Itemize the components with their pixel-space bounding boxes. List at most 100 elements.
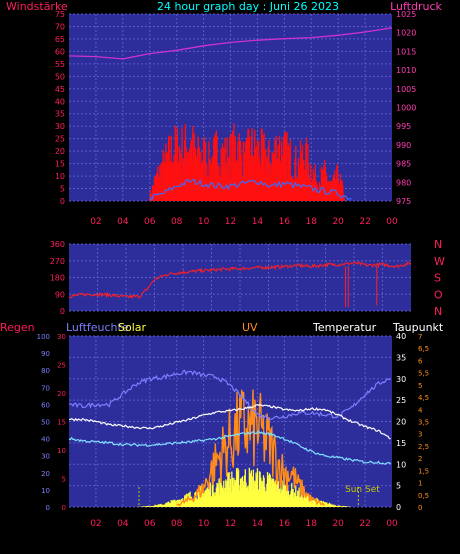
pressure-tick-label: 1010 xyxy=(396,66,416,75)
wind-tick-label: 40 xyxy=(55,97,65,106)
x-tick-label: 22 xyxy=(359,519,370,529)
humidity-tick-label: 10 xyxy=(57,447,66,455)
direction-tick-label: 270 xyxy=(50,257,65,266)
wind-axis-title: Windstärke xyxy=(6,0,68,13)
wind-tick-label: 45 xyxy=(55,85,65,94)
pressure-tick-label: 990 xyxy=(396,141,411,150)
uv-tick-label: 5 xyxy=(418,382,422,390)
uv-label: UV xyxy=(242,321,258,334)
compass-label: N xyxy=(434,305,442,318)
x-tick-label: 12 xyxy=(225,519,236,529)
humidity-tick-label: 5 xyxy=(62,476,66,484)
wind-tick-label: 55 xyxy=(55,60,65,69)
uv-tick-label: 5,5 xyxy=(418,370,429,378)
x-tick-label: 08 xyxy=(171,519,183,529)
uv-tick-label: 7 xyxy=(418,333,422,341)
rain-tick-label: 70 xyxy=(41,384,50,392)
temperature-tick-label: 0 xyxy=(396,503,401,512)
x-tick-label: 20 xyxy=(332,519,344,529)
compass-label: S xyxy=(434,272,441,285)
uv-tick-label: 2 xyxy=(418,455,422,463)
pressure-tick-label: 985 xyxy=(396,160,411,169)
sunset-label: Sun Set xyxy=(345,485,380,495)
pressure-tick-label: 975 xyxy=(396,197,411,206)
temperature-tick-label: 15 xyxy=(396,439,406,448)
uv-tick-label: 3,5 xyxy=(418,419,429,427)
humidity-axis-title: Luftfeuchte xyxy=(66,321,129,334)
wind-tick-label: 25 xyxy=(55,135,65,144)
direction-tick-label: 90 xyxy=(55,290,65,299)
temperature-label: Temperatur xyxy=(312,321,377,334)
wind-tick-label: 10 xyxy=(55,172,65,181)
x-tick-label: 22 xyxy=(359,217,370,227)
pressure-tick-label: 1015 xyxy=(396,47,416,56)
x-tick-label: 10 xyxy=(198,519,210,529)
x-tick-label: 08 xyxy=(171,217,183,227)
compass-label: O xyxy=(434,288,443,301)
direction-tick-label: 180 xyxy=(50,274,65,283)
rain-tick-label: 20 xyxy=(41,470,50,478)
x-tick-label: 12 xyxy=(225,217,236,227)
wind-tick-label: 5 xyxy=(60,185,65,194)
rain-tick-label: 10 xyxy=(41,487,50,495)
compass-label: N xyxy=(434,238,442,251)
x-tick-label: 10 xyxy=(198,217,210,227)
humidity-tick-label: 25 xyxy=(57,362,66,370)
uv-tick-label: 3 xyxy=(418,431,422,439)
x-tick-label: 18 xyxy=(306,519,318,529)
uv-tick-label: 2,5 xyxy=(418,443,429,451)
uv-tick-label: 0,5 xyxy=(418,492,429,500)
x-tick-label: 14 xyxy=(252,217,264,227)
wind-tick-label: 75 xyxy=(55,10,65,19)
x-tick-label: 00 xyxy=(386,217,398,227)
wind-tick-label: 65 xyxy=(55,35,65,44)
temperature-tick-label: 35 xyxy=(396,353,406,362)
compass-label: W xyxy=(434,255,445,268)
rain-tick-label: 50 xyxy=(41,419,50,427)
x-tick-label: 00 xyxy=(386,519,398,529)
direction-tick-label: 360 xyxy=(50,240,65,249)
uv-tick-label: 1 xyxy=(418,480,422,488)
solar-label: Solar xyxy=(118,321,147,334)
dewpoint-label: Taupunkt xyxy=(392,321,444,334)
pressure-tick-label: 1000 xyxy=(396,104,416,113)
temperature-tick-label: 20 xyxy=(396,418,406,427)
chart-title: 24 hour graph day : Juni 26 2023 xyxy=(157,0,339,13)
pressure-tick-label: 1020 xyxy=(396,29,416,38)
humidity-tick-label: 0 xyxy=(62,504,66,512)
wind-tick-label: 60 xyxy=(55,47,65,56)
x-tick-label: 02 xyxy=(90,519,101,529)
climate-panel: 0510152025303540010203040506070809010005… xyxy=(37,332,430,529)
gust-line xyxy=(149,178,352,202)
temperature-line xyxy=(68,403,391,440)
uv-tick-label: 4 xyxy=(418,406,423,414)
pressure-tick-label: 1025 xyxy=(396,10,416,19)
x-tick-label: 14 xyxy=(252,519,264,529)
wind-direction-line xyxy=(68,261,412,300)
temperature-tick-label: 25 xyxy=(396,396,406,405)
uv-tick-label: 6 xyxy=(418,357,423,365)
x-tick-label: 20 xyxy=(332,217,344,227)
x-tick-label: 02 xyxy=(90,217,101,227)
wind-tick-label: 35 xyxy=(55,110,65,119)
direction-tick-label: 0 xyxy=(60,307,65,316)
x-tick-label: 06 xyxy=(144,519,156,529)
temperature-tick-label: 40 xyxy=(396,332,406,341)
humidity-tick-label: 30 xyxy=(57,333,66,341)
x-tick-label: 16 xyxy=(279,519,291,529)
pressure-line xyxy=(68,27,393,60)
humidity-tick-label: 15 xyxy=(57,419,66,427)
rain-tick-label: 40 xyxy=(41,436,50,444)
x-tick-label: 18 xyxy=(306,217,318,227)
wind-tick-label: 30 xyxy=(55,122,65,131)
temperature-tick-label: 10 xyxy=(396,460,406,469)
pressure-tick-label: 980 xyxy=(396,178,411,187)
temperature-tick-label: 5 xyxy=(396,482,401,491)
rain-tick-label: 100 xyxy=(37,333,50,341)
uv-tick-label: 1,5 xyxy=(418,467,429,475)
rain-tick-label: 90 xyxy=(41,350,50,358)
wind-pressure-panel: 0510152025303540455055606570759759809859… xyxy=(55,10,417,227)
uv-tick-label: 6,5 xyxy=(418,345,429,353)
